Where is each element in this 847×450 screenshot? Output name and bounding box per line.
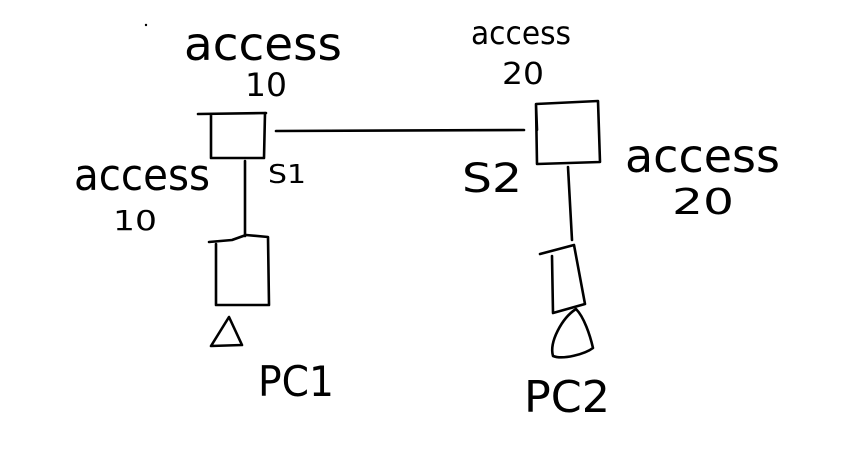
s2-name-label: S2: [462, 156, 522, 202]
s1-host-mode-label: access: [74, 150, 210, 201]
pc1-monitor: [207, 233, 271, 307]
link-s2-pc2: [566, 165, 574, 242]
link-s1-s2: [274, 128, 526, 133]
stray-mark: [144, 23, 148, 27]
switch-s1-box: [196, 111, 268, 160]
pc2-label: PC2: [524, 372, 610, 423]
switch-s1: [196, 111, 268, 160]
s2-host-vlan-label: 20: [672, 182, 734, 223]
s2-host-mode-label: access: [625, 129, 780, 183]
s1-host-vlan-label: 10: [113, 204, 157, 237]
pc2-monitor: [538, 243, 587, 315]
s1-name-label: S1: [268, 160, 306, 190]
pc2-base: [550, 307, 595, 359]
s1-uplink-mode-label: access: [184, 17, 342, 71]
pc1-label: PC1: [258, 357, 334, 406]
host-pc2: [538, 243, 595, 359]
s1-uplink-vlan-label: 10: [245, 66, 287, 104]
host-pc1: [207, 233, 271, 348]
pc1-base: [209, 315, 244, 348]
switch-s2: [534, 99, 602, 166]
s2-uplink-vlan-label: 20: [502, 57, 544, 92]
switch-s2-box: [534, 99, 602, 166]
s2-uplink-mode-label: access: [471, 14, 571, 52]
